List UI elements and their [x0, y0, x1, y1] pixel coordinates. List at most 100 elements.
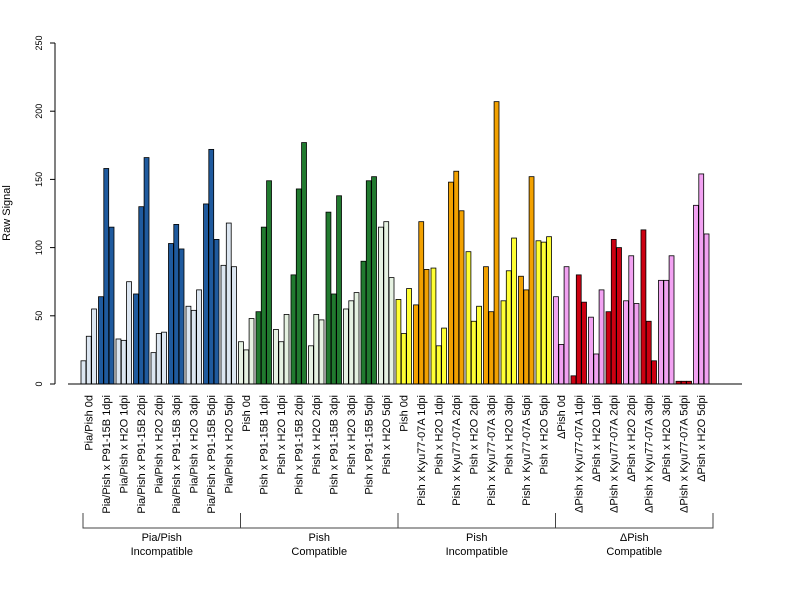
group-label-line1: Pish: [466, 532, 487, 544]
bar: [378, 226, 384, 385]
category-label: Pish x P91-15B 5dpi: [363, 395, 375, 495]
bar: [133, 293, 139, 385]
category-label: Pia/Pish x H2O 5dpi: [223, 395, 235, 493]
bar: [196, 289, 202, 385]
bar: [430, 267, 437, 385]
group-label-line1: Pish: [309, 532, 330, 544]
bar: [388, 277, 395, 385]
category-label: Pish x Kyu77-07A 1dpi: [416, 395, 428, 506]
category-label: Pish x Kyu77-07A 5dpi: [521, 395, 533, 506]
bar: [663, 279, 670, 385]
bar: [511, 237, 517, 385]
group-label-line2: Incompatible: [131, 546, 193, 558]
bar: [213, 239, 220, 385]
bar: [248, 318, 255, 385]
category-label: Pish x H2O 2dpi: [311, 395, 323, 474]
group-bracket: [82, 513, 241, 529]
bar: [698, 173, 705, 385]
bar: [208, 148, 215, 385]
bar: [483, 266, 489, 385]
bar: [168, 243, 174, 385]
category-label: Pish x H2O 1dpi: [433, 395, 445, 474]
category-label: Pia/Pish x P91-15B 3dpi: [171, 395, 183, 514]
bar: [570, 375, 577, 385]
bar: [243, 349, 250, 385]
bar: [668, 255, 675, 385]
bar: [365, 180, 372, 385]
bar: [348, 300, 355, 385]
bar: [225, 222, 232, 385]
bar: [301, 142, 307, 385]
bar: [546, 236, 552, 385]
bar: [185, 305, 192, 385]
bar: [651, 360, 657, 385]
category-label: Pia/Pish 0d: [83, 395, 95, 451]
bar: [330, 293, 337, 385]
bar: [500, 300, 507, 385]
category-label: ΔPish x H2O 5dpi: [696, 395, 708, 482]
bar: [238, 341, 244, 385]
bar: [308, 345, 314, 385]
bar: [581, 301, 587, 385]
group-bracket: [397, 513, 556, 529]
category-label: ΔPish x Kyu77-07A 1dpi: [573, 395, 585, 513]
bar: [395, 299, 402, 385]
bar: [155, 333, 162, 385]
category-label: ΔPish 0d: [556, 395, 568, 439]
bar: [383, 221, 390, 385]
category-label: ΔPish x Kyu77-07A 5dpi: [678, 395, 690, 513]
bar: [108, 226, 115, 385]
bar: [80, 360, 87, 385]
bar: [435, 345, 442, 385]
bar: [360, 260, 367, 385]
bar: [476, 305, 482, 385]
bar: [610, 239, 617, 385]
y-axis-label: Raw Signal: [1, 185, 13, 241]
bar: [406, 288, 412, 385]
category-label: Pia/Pish x H2O 2dpi: [153, 395, 165, 493]
bar: [528, 176, 535, 385]
group-bracket: [555, 513, 714, 529]
bar: [371, 176, 377, 385]
category-label: Pia/Pish x H2O 1dpi: [118, 395, 130, 493]
y-tick-label: 200: [34, 104, 44, 119]
bar: [470, 320, 477, 385]
bars: [80, 101, 710, 385]
bar: [616, 247, 622, 385]
bar: [418, 221, 425, 385]
bar: [138, 206, 145, 385]
category-label: ΔPish x Kyu77-07A 3dpi: [643, 395, 655, 513]
bar: [161, 331, 167, 385]
bar: [640, 229, 647, 385]
group-label-line2: Incompatible: [446, 546, 508, 558]
bar: [558, 344, 565, 385]
category-label: Pish x P91-15B 1dpi: [258, 395, 270, 495]
bar: [605, 311, 612, 385]
group-label-line2: Compatible: [291, 546, 347, 558]
y-tick-label: 250: [34, 35, 44, 50]
bar: [645, 320, 652, 385]
category-label: Pia/Pish x P91-15B 2dpi: [136, 395, 148, 514]
category-label: Pia/Pish x P91-15B 5dpi: [206, 395, 218, 514]
category-label: Pish x P91-15B 2dpi: [293, 395, 305, 495]
bar: [343, 308, 349, 385]
category-label: ΔPish x H2O 2dpi: [626, 395, 638, 482]
bar: [488, 311, 495, 385]
bar: [423, 269, 430, 385]
bar: [231, 266, 237, 385]
category-label: Pish x H2O 5dpi: [538, 395, 550, 474]
category-label: Pish x Kyu77-07A 2dpi: [451, 395, 463, 506]
bar: [260, 226, 267, 385]
bar: [703, 233, 710, 385]
bar: [535, 240, 542, 385]
category-label: ΔPish x H2O 3dpi: [661, 395, 673, 482]
category-label: Pia/Pish x P91-15B 1dpi: [101, 395, 113, 514]
bar: [120, 339, 127, 385]
category-label: ΔPish x H2O 1dpi: [591, 395, 603, 482]
bar: [598, 289, 605, 385]
bar: [553, 296, 559, 385]
bar: [273, 329, 279, 385]
bar: [98, 296, 104, 385]
bar: [563, 266, 570, 385]
